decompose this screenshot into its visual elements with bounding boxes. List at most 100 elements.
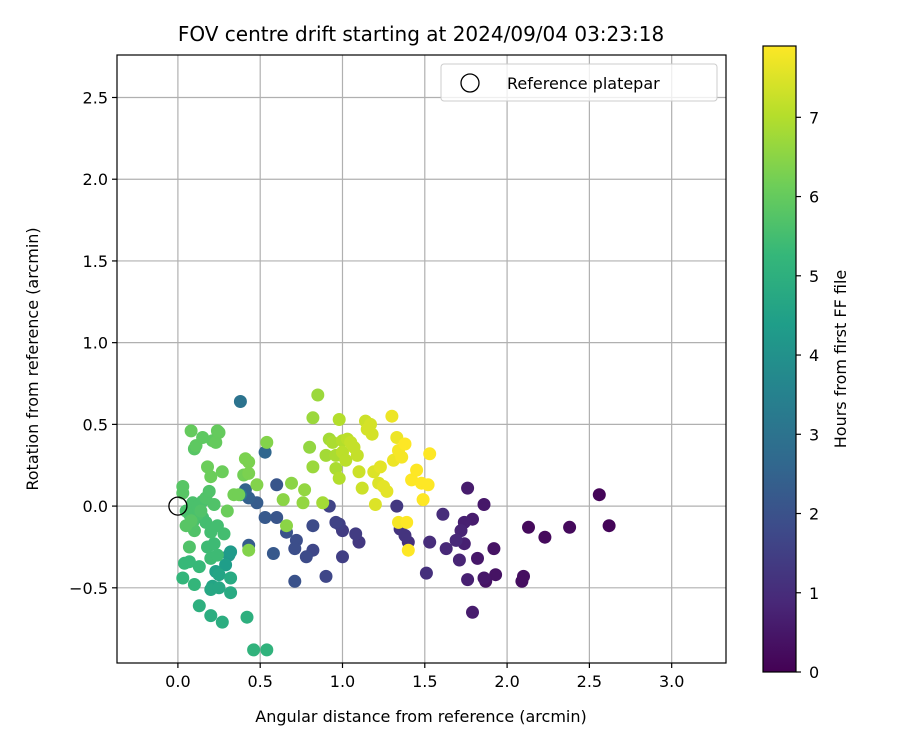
y-tick-label: 2.5 xyxy=(83,88,108,107)
data-point xyxy=(201,460,214,474)
data-point xyxy=(471,551,484,565)
y-tick-label: 1.5 xyxy=(83,252,108,271)
data-point xyxy=(339,453,353,467)
data-point xyxy=(436,507,450,521)
data-point xyxy=(477,571,491,585)
data-point xyxy=(182,540,196,554)
data-point xyxy=(250,478,264,492)
x-axis-label: Angular distance from reference (arcmin) xyxy=(255,707,586,726)
data-point xyxy=(258,511,272,524)
data-point xyxy=(207,498,221,511)
data-point xyxy=(522,520,535,534)
x-tick-label: 3.0 xyxy=(659,672,684,691)
colorbar-tick-label: 3 xyxy=(809,425,819,444)
chart-title: FOV centre drift starting at 2024/09/04 … xyxy=(178,22,664,46)
data-point xyxy=(288,542,302,556)
data-point xyxy=(319,569,333,583)
data-point xyxy=(288,574,302,588)
data-point xyxy=(423,535,437,549)
data-point xyxy=(395,450,409,464)
data-point xyxy=(400,515,414,529)
data-point xyxy=(210,548,224,562)
data-point xyxy=(489,568,503,582)
data-point xyxy=(401,543,415,557)
data-point xyxy=(194,504,208,518)
x-tick-label: 2.0 xyxy=(494,672,519,691)
data-point xyxy=(329,462,343,475)
x-tick-label: 1.0 xyxy=(330,672,355,691)
data-point xyxy=(224,571,238,585)
data-point xyxy=(258,445,272,459)
data-point xyxy=(461,481,475,495)
colorbar-tick-label: 7 xyxy=(809,108,819,127)
data-point xyxy=(398,437,412,451)
data-point xyxy=(329,515,343,529)
data-point xyxy=(316,496,330,510)
y-axis-label: Rotation from reference (arcmin) xyxy=(23,227,42,490)
colorbar-tick-label: 0 xyxy=(809,663,819,682)
data-point xyxy=(192,599,206,613)
x-tick-label: 0.5 xyxy=(247,672,272,691)
colorbar-tick-label: 1 xyxy=(809,584,819,603)
data-point xyxy=(240,610,254,624)
y-tick-label: 0.5 xyxy=(83,415,108,434)
data-point xyxy=(449,533,463,547)
colorbar-tick-label: 5 xyxy=(809,267,819,286)
data-point xyxy=(204,609,218,623)
data-point xyxy=(247,643,261,657)
y-tick-label: −0.5 xyxy=(69,579,108,598)
data-point xyxy=(220,504,234,518)
data-point xyxy=(242,455,256,469)
colorbar-gradient xyxy=(762,45,797,673)
data-point xyxy=(332,471,346,485)
data-point xyxy=(365,427,379,441)
data-point xyxy=(326,435,340,449)
data-point xyxy=(182,555,196,569)
data-point xyxy=(332,413,346,426)
legend-reference-marker xyxy=(460,73,480,93)
data-point xyxy=(276,493,290,507)
x-tick-label: 2.5 xyxy=(577,672,602,691)
data-point xyxy=(311,388,325,402)
data-point xyxy=(477,498,491,511)
data-point xyxy=(299,550,313,564)
data-point xyxy=(242,466,256,480)
data-point xyxy=(219,558,233,572)
y-tick-label: 0.0 xyxy=(83,497,108,516)
colorbar-tick-label: 4 xyxy=(809,346,819,365)
data-point xyxy=(423,447,437,461)
data-point xyxy=(355,481,369,495)
data-point xyxy=(210,424,224,438)
data-point xyxy=(215,615,229,629)
reference-marker-group xyxy=(168,496,188,516)
data-point xyxy=(266,547,280,560)
colorbar-ticks: 0 1 2 3 4 5 6 7 xyxy=(796,108,819,682)
x-axis-ticks: 0.0 0.5 1.0 1.5 2.0 2.5 3.0 xyxy=(165,663,684,691)
colorbar-tick-label: 2 xyxy=(809,505,819,524)
colorbar-tick-label: 6 xyxy=(809,188,819,207)
data-point xyxy=(285,476,298,490)
data-point xyxy=(350,448,364,462)
colorbar-label: Hours from first FF file xyxy=(831,270,850,449)
data-point xyxy=(298,483,312,497)
data-point xyxy=(224,545,238,559)
data-point xyxy=(336,550,349,564)
data-point xyxy=(192,560,206,574)
data-point xyxy=(215,465,229,479)
data-point xyxy=(212,568,226,582)
y-tick-label: 1.0 xyxy=(83,334,108,353)
data-point xyxy=(405,473,419,487)
data-point xyxy=(352,465,366,479)
data-point xyxy=(209,435,223,449)
data-point xyxy=(187,578,201,591)
data-point xyxy=(563,520,577,534)
scatter-points xyxy=(176,388,616,657)
data-point xyxy=(439,542,453,556)
data-point xyxy=(515,574,529,588)
data-point xyxy=(349,527,363,541)
data-point xyxy=(202,484,216,498)
data-point xyxy=(270,511,284,524)
data-point xyxy=(319,448,333,462)
data-point xyxy=(373,460,387,474)
data-point xyxy=(184,424,198,438)
